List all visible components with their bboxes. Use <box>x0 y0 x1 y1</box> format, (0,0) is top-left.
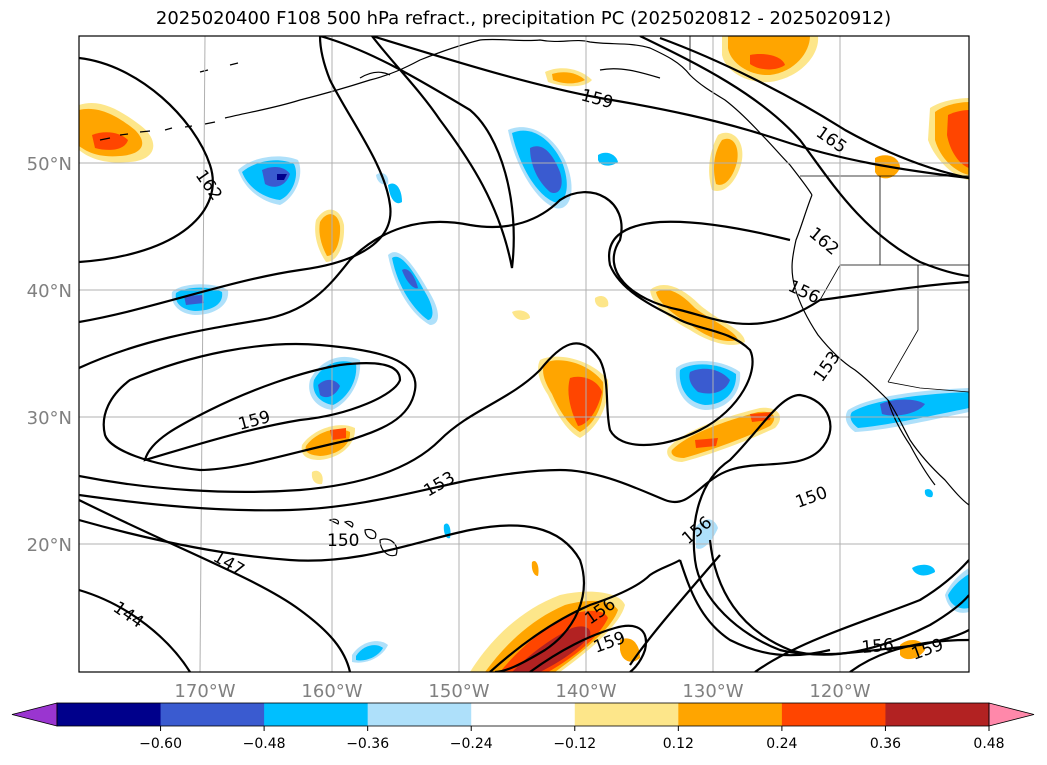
precip-blob <box>924 489 933 498</box>
colorbar-segment <box>471 703 576 726</box>
colorbar-tick-label: 0.36 <box>870 736 901 752</box>
precip-blob <box>598 152 618 166</box>
precip-blob <box>319 214 341 256</box>
contour-line <box>319 36 515 269</box>
contour-line <box>79 499 352 672</box>
precip-blob <box>512 310 530 320</box>
precip-blob <box>402 269 418 289</box>
colorbar-tick-label: 0.24 <box>766 736 797 752</box>
colorbar-tick-label: −0.24 <box>450 736 493 752</box>
contour-line <box>79 220 791 493</box>
alaska-islands <box>199 62 661 79</box>
west-coast <box>791 194 969 506</box>
colorbar-extend-min <box>11 702 58 727</box>
precip-blob <box>92 132 128 150</box>
contour-line <box>754 559 969 672</box>
gridline-170w <box>199 36 206 672</box>
precip-blob <box>695 438 718 448</box>
precip-blob <box>689 368 730 394</box>
precip-blob <box>714 138 738 185</box>
precip-blob <box>594 295 609 308</box>
colorbar: −0.60 −0.48 −0.36 −0.24 −0.12 0.12 0.24 0.36 0.4… <box>11 702 1035 752</box>
colorbar-segment <box>367 703 472 726</box>
colorbar-tick-label: −0.12 <box>553 736 596 752</box>
contour-line <box>371 36 969 180</box>
gridlines <box>79 36 969 672</box>
colorbar-segment <box>57 703 162 726</box>
precip-blob <box>318 379 340 398</box>
colorbar-tick-label: 0.12 <box>663 736 694 752</box>
contour-line <box>79 191 969 369</box>
precip-blob <box>552 72 585 84</box>
longitude-labels: 170°W 160°W 150°W 140°W 130°W 120°W <box>174 681 870 702</box>
colorbar-segment <box>574 703 679 726</box>
contour-line <box>849 638 969 672</box>
colorbar-tick-label: −0.60 <box>139 736 182 752</box>
map-panel: 162 159 165 162 156 159 153 150 147 144 … <box>78 35 970 673</box>
precip-blob <box>912 564 935 576</box>
lat-label: 50°N <box>27 154 72 175</box>
colorbar-tick-label: 0.48 <box>973 736 1004 752</box>
precip-blob <box>184 295 204 305</box>
lon-label: 130°W <box>682 681 743 702</box>
contour-line <box>143 362 402 462</box>
baja-coast <box>887 399 936 486</box>
contour-line <box>79 56 214 264</box>
precip-blob <box>311 470 323 485</box>
colorbar-tick-label: −0.36 <box>346 736 389 752</box>
precip-blob <box>695 519 718 549</box>
precip-blob <box>531 560 539 576</box>
contour-line <box>79 393 969 656</box>
colorbar-segment <box>885 703 990 726</box>
lat-label: 40°N <box>27 281 72 302</box>
map-frame <box>78 35 970 673</box>
precip-blob <box>392 256 433 320</box>
lon-label: 160°W <box>301 681 362 702</box>
contour-label: 156 <box>861 635 895 658</box>
colorbar-segment <box>678 703 783 726</box>
precip-blob <box>947 110 969 168</box>
us-mexico-border <box>887 381 969 393</box>
contour-line <box>102 342 417 472</box>
colorbar-frame <box>56 702 990 727</box>
lon-label: 120°W <box>809 681 870 702</box>
contour-line <box>629 554 721 666</box>
precip-blob <box>620 638 640 662</box>
contour-line <box>489 559 681 672</box>
lon-label: 150°W <box>428 681 489 702</box>
latitude-labels: 50°N 40°N 30°N 20°N <box>27 154 72 556</box>
precip-blob <box>262 166 290 187</box>
contour-line <box>529 624 648 672</box>
contour-line <box>79 588 191 672</box>
precip-blob <box>512 626 591 672</box>
precip-blob <box>356 645 383 661</box>
hawaii-islands <box>328 518 398 557</box>
lon-label: 140°W <box>555 681 616 702</box>
contour-line <box>79 518 585 672</box>
contour-line <box>659 36 969 180</box>
refractivity-contours <box>79 36 969 672</box>
contour-line <box>639 36 969 278</box>
precip-blob <box>330 428 346 440</box>
contour-line <box>708 539 969 656</box>
colorbar-extend-max <box>988 702 1035 727</box>
colorbar-tick-label: −0.48 <box>243 736 286 752</box>
precip-shading <box>79 36 969 672</box>
contour-label: 150 <box>327 531 359 551</box>
contour-line <box>79 36 392 324</box>
precip-blob <box>277 174 287 180</box>
aleutians <box>99 121 216 141</box>
precip-blob <box>388 183 402 204</box>
lon-label: 170°W <box>174 681 235 702</box>
precip-blob <box>750 54 785 70</box>
colorbar-segment <box>781 703 886 726</box>
map-title: 2025020400 F108 500 hPa refract., precip… <box>155 8 892 29</box>
colorbar-segment <box>264 703 369 726</box>
precip-blob <box>530 146 562 194</box>
precip-blob <box>568 376 602 426</box>
colorbar-segment <box>160 703 265 726</box>
lat-label: 30°N <box>27 408 72 429</box>
lat-label: 20°N <box>27 535 72 556</box>
